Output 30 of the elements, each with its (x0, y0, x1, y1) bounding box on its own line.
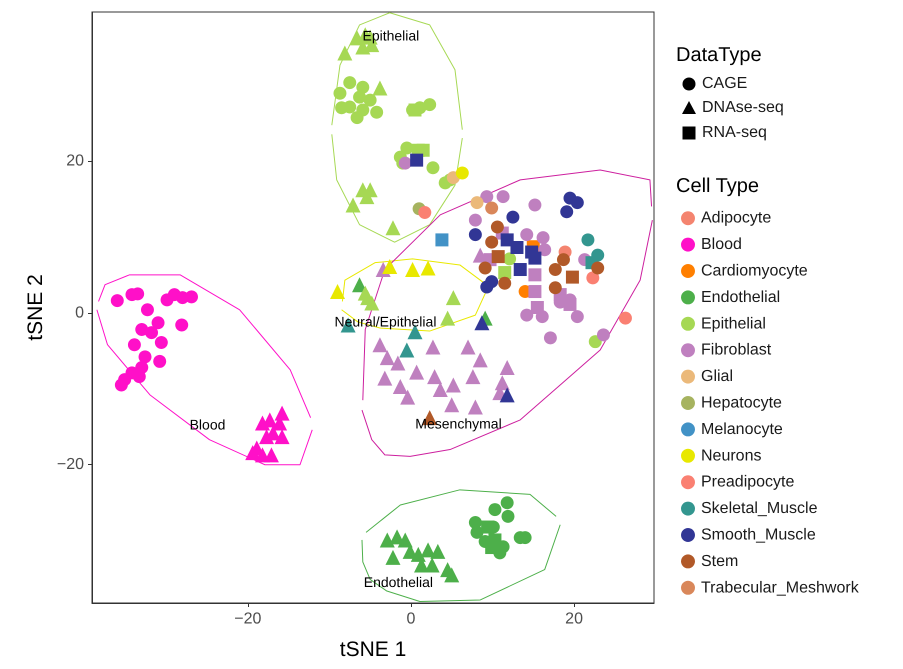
text: Cell Type (676, 175, 760, 198)
legend-label: Smooth_Muscle (701, 526, 816, 544)
legend-label: Cardiomyocyte (701, 262, 808, 280)
legend-label: Adipocyte (701, 210, 772, 227)
legend-label: Hepatocyte (701, 394, 782, 412)
y-tick-label: −20 (56, 456, 84, 474)
legend-label: Blood (701, 236, 742, 254)
x-tick-label: 20 (565, 610, 584, 628)
legend-label: Glial (701, 368, 734, 386)
legend-label: Preadipocyte (701, 474, 794, 491)
text: CAGE (702, 75, 748, 93)
x-axis-title: tSNE 1 (340, 638, 406, 661)
text: DataType (676, 44, 762, 66)
legend-label: Trabecular_Meshwork (701, 579, 860, 596)
text: DNAse-seq (702, 99, 784, 118)
series-label: Mesenchymal (415, 416, 502, 432)
y-tick-label: 20 (66, 152, 84, 170)
text: RNA-seq (702, 124, 767, 142)
legend-label: Skeletal_Muscle (701, 500, 818, 518)
legend-label: Epithelial (701, 315, 766, 332)
legend-label: Stem (701, 552, 738, 570)
y-tick-label: 0 (75, 304, 84, 322)
x-tick-label: 0 (406, 610, 416, 628)
legend-label: Endothelial (701, 288, 780, 306)
y-axis-title: tSNE 2 (24, 274, 47, 341)
x-tick-label: −20 (234, 610, 262, 628)
legend-label: Melanocyte (701, 420, 783, 438)
legend-label: Neurons (701, 447, 762, 464)
legend-label: Fibroblast (701, 342, 772, 359)
series-label: Blood (190, 416, 226, 432)
